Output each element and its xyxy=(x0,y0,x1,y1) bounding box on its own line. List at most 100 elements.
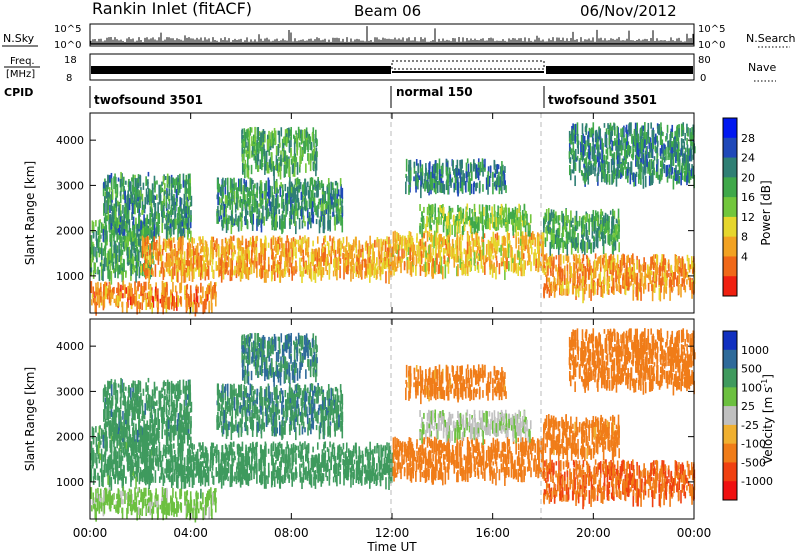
power-cell xyxy=(628,282,631,287)
power-cell xyxy=(168,265,171,276)
power-cell xyxy=(134,247,137,262)
power-cell xyxy=(257,165,260,172)
power-cell xyxy=(325,257,328,267)
power-cell xyxy=(238,248,240,259)
power-cell xyxy=(289,257,291,268)
power-cell xyxy=(296,177,299,185)
power-cell xyxy=(118,233,120,240)
power-cell xyxy=(550,209,553,222)
power-cell xyxy=(250,127,253,133)
power-cell xyxy=(460,251,463,261)
power-cell xyxy=(487,171,489,185)
power-cell xyxy=(299,181,302,190)
power-cell xyxy=(252,213,255,225)
power-cell xyxy=(180,271,183,284)
power-cell xyxy=(433,220,435,225)
power-cell xyxy=(334,196,337,208)
power-cell xyxy=(465,249,467,263)
power-cell xyxy=(264,183,266,197)
power-cell xyxy=(520,258,522,268)
power-cell xyxy=(273,221,276,230)
power-cell xyxy=(305,163,307,173)
power-cell xyxy=(142,237,145,251)
power-cell xyxy=(106,265,109,271)
power-cell xyxy=(289,221,291,230)
power-cell xyxy=(294,157,297,168)
power-cell xyxy=(276,267,279,278)
power-cell xyxy=(435,241,438,250)
power-cell xyxy=(330,253,332,264)
power-cell xyxy=(90,247,92,259)
power-cell xyxy=(174,248,177,260)
power-cell xyxy=(275,200,278,211)
power-cell xyxy=(421,223,423,238)
power-cell xyxy=(485,213,488,226)
power-cell xyxy=(237,178,240,192)
power-cell xyxy=(343,246,345,253)
power-cell xyxy=(240,262,242,269)
power-cell xyxy=(290,199,293,212)
power-cell xyxy=(253,137,256,142)
power-cell xyxy=(191,268,194,282)
power-cell xyxy=(347,252,350,258)
power-cell xyxy=(507,233,509,242)
power-cell xyxy=(355,236,357,246)
power-cell xyxy=(230,236,233,242)
power-cell xyxy=(275,146,278,156)
power-cell xyxy=(135,217,137,225)
nsky-frame xyxy=(89,23,695,47)
power-cell xyxy=(223,180,226,187)
power-cell xyxy=(547,266,549,276)
power-cell xyxy=(569,262,571,275)
power-cell xyxy=(301,195,304,203)
power-cell xyxy=(497,164,500,170)
power-cell xyxy=(505,217,508,227)
power-cell xyxy=(169,240,172,251)
power-cell xyxy=(276,248,278,256)
power-cell xyxy=(512,233,515,239)
power-cell xyxy=(474,220,477,233)
power-cell xyxy=(115,298,117,307)
power-cell xyxy=(492,182,494,195)
power-cell xyxy=(517,220,519,230)
power-cell xyxy=(186,270,189,278)
power-cell xyxy=(147,259,149,271)
power-cell xyxy=(497,216,500,231)
power-cell xyxy=(294,178,297,185)
power-cell xyxy=(596,260,599,271)
power-cell xyxy=(514,263,517,270)
power-cell xyxy=(104,202,106,214)
power-cell xyxy=(141,229,144,234)
power-cell xyxy=(630,281,632,286)
power-cell xyxy=(301,237,303,248)
power-cell xyxy=(588,259,591,272)
power-cell xyxy=(337,189,340,197)
power-cell xyxy=(160,201,163,211)
power-cell xyxy=(307,153,309,162)
power-cell xyxy=(410,261,413,266)
power-cell xyxy=(614,265,617,271)
power-cell xyxy=(182,180,185,188)
power-cell xyxy=(369,242,372,255)
power-cell xyxy=(666,270,668,278)
power-cell xyxy=(280,182,282,189)
power-cell xyxy=(459,160,461,166)
power-cell xyxy=(415,183,417,193)
power-cell xyxy=(475,231,477,243)
power-cell xyxy=(290,262,293,274)
power-cell xyxy=(499,176,501,188)
power-cell xyxy=(144,229,146,239)
power-cell xyxy=(149,228,151,240)
power-cell xyxy=(431,166,434,179)
nsky-panel: N.Sky 10^5 10^0 10^5 10^0 N.Search xyxy=(2,23,796,51)
power-cell xyxy=(91,244,93,255)
power-cell xyxy=(165,196,168,209)
power-cell xyxy=(406,260,409,274)
power-cell xyxy=(172,177,175,185)
power-cell xyxy=(120,227,123,234)
power-cell xyxy=(587,257,590,267)
power-cell xyxy=(179,184,181,193)
power-cell xyxy=(122,204,124,214)
freq-band-2 xyxy=(546,66,693,74)
power-cell xyxy=(91,294,94,299)
